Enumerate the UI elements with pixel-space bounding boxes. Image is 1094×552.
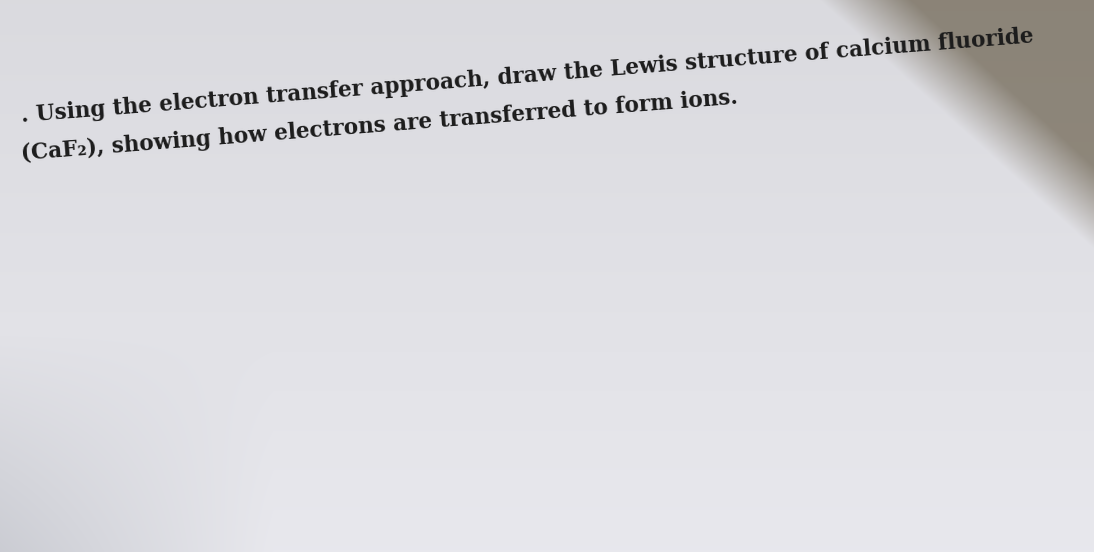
Text: . Using the electron transfer approach, draw the Lewis structure of calcium fluo: . Using the electron transfer approach, …	[20, 25, 1034, 127]
Text: (CaF₂), showing how electrons are transferred to form ions.: (CaF₂), showing how electrons are transf…	[20, 87, 738, 165]
